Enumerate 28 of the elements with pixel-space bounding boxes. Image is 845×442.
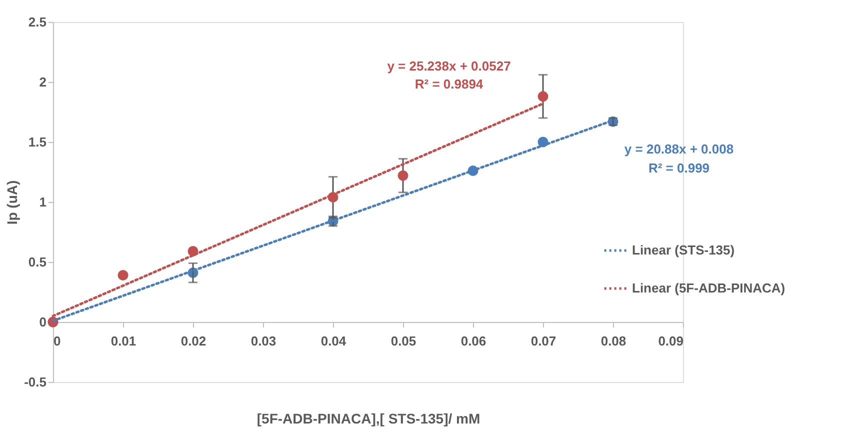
y-tick-label: 0.5: [28, 254, 46, 270]
annotation: R² = 0.999: [648, 160, 710, 176]
x-tick-label: 0.08: [600, 334, 626, 348]
y-tick-label: 1.5: [28, 134, 46, 150]
x-tick-label: 0.04: [320, 334, 347, 348]
y-tick-label: 1: [39, 194, 46, 210]
annotation: y = 25.238x + 0.0527: [387, 58, 511, 74]
point: [538, 91, 548, 102]
y-tick-label: 2: [39, 74, 46, 90]
x-axis-title: [5F-ADB-PINACA],[ STS-135]/ mM: [256, 410, 480, 426]
annotation: y = 20.88x + 0.008: [624, 141, 734, 156]
y-tick-label: 0: [39, 314, 46, 330]
x-tick-label: 0: [54, 334, 61, 348]
x-tick-label: 0.03: [250, 334, 276, 348]
y-axis-title: Ip (uA): [4, 180, 20, 225]
x-tick-label: 0.06: [460, 334, 486, 348]
x-tick-label: 0.07: [530, 334, 556, 348]
point: [118, 270, 128, 280]
y-tick-label: -0.5: [24, 374, 46, 390]
x-tick-label: 0.01: [110, 334, 136, 348]
x-tick-label: 0.05: [390, 334, 416, 348]
x-tick-label: 0.09: [658, 334, 684, 348]
annotation: R² = 0.9894: [414, 76, 484, 92]
legend-label: Linear (5F-ADB-PINACA): [632, 280, 786, 296]
x-tick-label: 0.02: [180, 334, 206, 348]
point: [398, 170, 408, 181]
y-tick-label: 2.5: [28, 14, 46, 30]
legend-label: Linear (STS-135): [632, 242, 735, 258]
